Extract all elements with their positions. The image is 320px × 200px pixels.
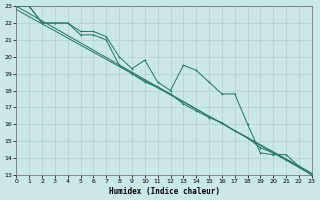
X-axis label: Humidex (Indice chaleur): Humidex (Indice chaleur) xyxy=(108,187,220,196)
